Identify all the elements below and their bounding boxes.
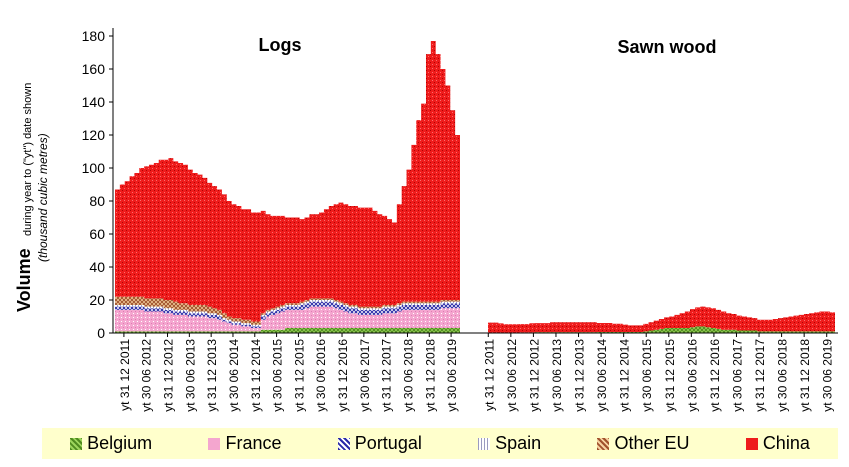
y-axis: 0 20 40 60 80 100 120 140 160 180 <box>82 28 114 341</box>
logs-x-tick-label: yt 31 12 2017 <box>380 339 394 412</box>
sawn-wood-x-tick-label: yt 30 06 2016 <box>685 339 699 412</box>
y-axis-title-note: during year to ("yt") date shown <box>22 83 34 236</box>
panel-title-logs: Logs <box>259 35 302 55</box>
legend-item-china: China <box>745 433 810 454</box>
logs-x-tick-label: yt 31 12 2016 <box>336 339 350 412</box>
sawn-wood-x-tick-label: yt 30 06 2012 <box>505 339 519 412</box>
legend-label-other-eu: Other EU <box>614 433 690 453</box>
panel-logs <box>115 40 460 333</box>
logs-x-tick-label: yt 31 12 2011 <box>118 339 132 411</box>
sawn-wood-x-tick-label: yt 30 06 2017 <box>730 339 744 412</box>
y-tick-label: 80 <box>89 193 105 209</box>
y-axis-title: Volume during year to ("yt") date shown … <box>14 83 50 312</box>
logs-x-tick-label: yt 30 06 2012 <box>140 339 154 412</box>
logs-series-france <box>115 306 460 332</box>
panel-sawn-wood <box>488 306 835 333</box>
panel-title-sawn-wood: Sawn wood <box>618 37 717 57</box>
y-tick-label: 160 <box>82 61 106 77</box>
sawn-wood-x-tick-label: yt 31 12 2015 <box>663 339 677 412</box>
legend-item-france: France <box>208 433 282 454</box>
logs-x-tick-label: yt 31 12 2013 <box>205 339 219 412</box>
logs-series-belgium <box>115 328 460 333</box>
logs-x-tick-label: yt 31 12 2018 <box>423 339 437 412</box>
legend-swatch-other-eu <box>597 437 610 450</box>
logs-x-tick-label: yt 30 06 2013 <box>183 339 197 412</box>
legend-item-other-eu: Other EU <box>597 433 690 454</box>
logs-series-spain <box>115 300 460 327</box>
legend-swatch-france <box>208 437 221 450</box>
sawn-wood-x-tick-label: yt 31 12 2013 <box>573 339 587 412</box>
legend-item-portugal: Portugal <box>337 433 422 454</box>
sawn-wood-x-tick-label: yt 30 06 2014 <box>595 339 609 412</box>
legend-item-belgium: Belgium <box>70 433 152 454</box>
sawn-wood-x-tick-label: yt 31 12 2011 <box>482 339 496 411</box>
sawn-wood-x-tick-label: yt 30 06 2013 <box>550 339 564 412</box>
x-axis: yt 31 12 2011 yt 30 06 2012 yt 31 12 2012 y… <box>113 332 838 412</box>
sawn-wood-x-tick-label: yt 31 12 2018 <box>798 339 812 412</box>
y-tick-label: 140 <box>82 94 106 110</box>
sawn-wood-x-tick-label: yt 31 12 2017 <box>753 339 767 412</box>
logs-x-tick-label: yt 30 06 2017 <box>358 339 372 412</box>
legend: Belgium France Portugal Spain Other EU C… <box>42 428 838 459</box>
logs-series-other-eu <box>115 296 460 325</box>
logs-x-tick-label: yt 30 06 2019 <box>445 339 459 412</box>
y-tick-label: 180 <box>82 28 106 44</box>
logs-series-portugal <box>115 301 460 329</box>
y-tick-label: 100 <box>82 160 106 176</box>
sawn-wood-series-china <box>488 306 835 333</box>
y-axis-title-unit: (thousand cubic metres) <box>36 133 50 262</box>
logs-x-tick-label: yt 31 12 2012 <box>162 339 176 412</box>
logs-x-tick-label: yt 31 12 2014 <box>249 339 263 412</box>
y-axis-title-main: Volume <box>14 248 34 312</box>
legend-label-belgium: Belgium <box>87 433 153 453</box>
y-tick-label: 0 <box>97 325 105 341</box>
sawn-wood-x-tick-label: yt 30 06 2019 <box>821 339 835 412</box>
sawn-wood-x-tick-label: yt 30 06 2018 <box>776 339 790 412</box>
logs-series-china <box>115 40 460 322</box>
legend-swatch-spain <box>478 437 491 450</box>
sawn-wood-x-tick-label: yt 31 12 2012 <box>527 339 541 412</box>
legend-label-china: China <box>762 433 810 453</box>
y-tick-label: 60 <box>89 226 105 242</box>
sawn-wood-x-tick-label: yt 30 06 2015 <box>640 339 654 412</box>
y-tick-label: 20 <box>89 292 105 308</box>
legend-swatch-belgium <box>70 437 83 450</box>
logs-x-tick-label: yt 31 12 2015 <box>292 339 306 412</box>
logs-x-tick-label: yt 30 06 2018 <box>401 339 415 412</box>
logs-x-tick-label: yt 30 06 2014 <box>227 339 241 412</box>
legend-label-france: France <box>225 433 282 453</box>
sawn-wood-x-tick-label: yt 31 12 2014 <box>618 339 632 412</box>
y-tick-label: 40 <box>89 259 105 275</box>
legend-item-spain: Spain <box>478 433 541 454</box>
sawn-wood-series-belgium <box>488 326 835 333</box>
legend-swatch-portugal <box>337 437 350 450</box>
logs-x-tick-label: yt 30 06 2016 <box>314 339 328 412</box>
legend-swatch-china <box>745 437 758 450</box>
sawn-wood-x-tick-label: yt 31 12 2016 <box>708 339 722 412</box>
legend-label-spain: Spain <box>495 433 542 453</box>
legend-label-portugal: Portugal <box>354 433 422 453</box>
y-tick-label: 120 <box>82 127 106 143</box>
logs-x-tick-label: yt 30 06 2015 <box>271 339 285 412</box>
